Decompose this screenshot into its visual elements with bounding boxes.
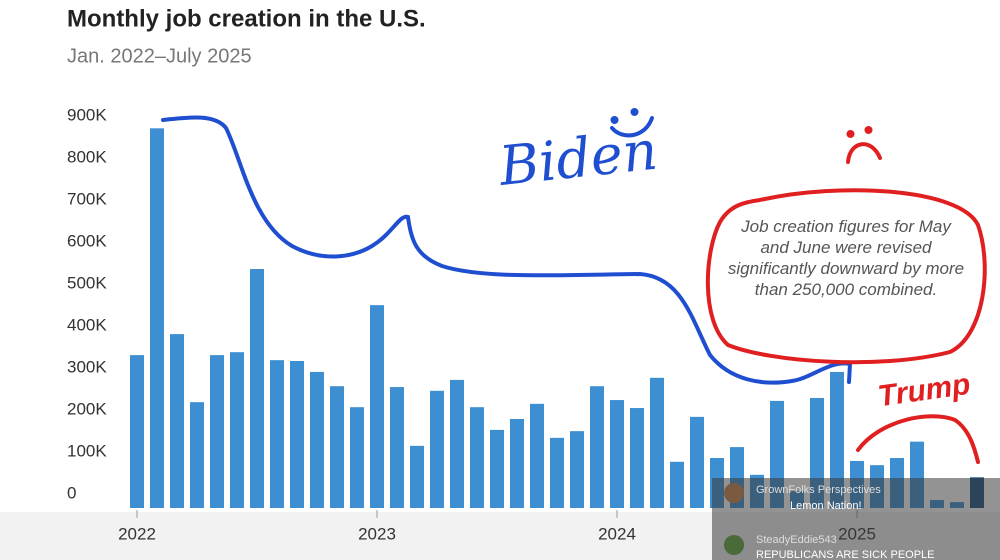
y-tick-label: 900K <box>67 105 107 124</box>
y-tick-label: 0 <box>67 483 76 502</box>
y-tick-label: 100K <box>67 441 107 460</box>
bar <box>130 355 144 508</box>
bar <box>690 416 704 508</box>
bar <box>290 361 304 508</box>
bar <box>550 437 564 508</box>
frown <box>846 126 882 164</box>
bar <box>190 402 204 508</box>
chat-message: REPUBLICANS ARE SICK PEOPLE <box>756 549 935 560</box>
y-tick-label: 500K <box>67 273 107 292</box>
bar <box>270 360 284 508</box>
bar <box>410 445 424 508</box>
x-tick-label: 2023 <box>358 524 396 543</box>
avatar <box>724 483 744 503</box>
bar <box>630 408 644 508</box>
y-tick-label: 800K <box>67 147 107 166</box>
bar <box>330 386 344 508</box>
bar <box>350 407 364 508</box>
bar <box>590 386 604 508</box>
bar <box>610 400 624 508</box>
y-tick-label: 400K <box>67 315 107 334</box>
bar <box>430 390 444 508</box>
chat-message: Lemon Nation! <box>790 500 862 512</box>
bar <box>310 371 324 508</box>
y-tick-label: 600K <box>67 231 107 250</box>
bar <box>490 429 504 508</box>
bar <box>470 407 484 508</box>
bar <box>450 379 464 508</box>
hand-curve <box>161 115 853 385</box>
y-tick-label: 700K <box>67 189 107 208</box>
note-box: Job creation figures for May and June we… <box>727 217 965 299</box>
plot-area: 0 100K 200K 300K 400K 500K 600K 700K 800K 900K 202… <box>67 105 984 543</box>
bar <box>830 371 844 508</box>
bar <box>570 431 584 508</box>
bar <box>170 334 184 508</box>
bar <box>210 355 224 508</box>
bar <box>670 461 684 508</box>
hand-arc <box>856 414 980 464</box>
hand-circle <box>705 188 987 365</box>
bar <box>230 352 244 508</box>
bar <box>250 269 264 508</box>
x-tick-label: 2022 <box>118 524 156 543</box>
avatar <box>724 535 744 555</box>
chart-subtitle: Jan. 2022–July 2025 <box>67 45 252 67</box>
bar <box>390 387 404 508</box>
note-text: Job creation figures for May and June we… <box>727 217 965 299</box>
y-tick-label: 200K <box>67 399 107 418</box>
bar <box>530 403 544 508</box>
bar <box>370 305 384 508</box>
chat-user: SteadyEddie543 <box>756 534 837 546</box>
chat-overlay <box>712 478 1000 560</box>
bar <box>650 377 664 508</box>
smiley <box>610 108 654 138</box>
bar <box>150 128 164 508</box>
chat-user: GrownFolks Perspectives <box>756 484 881 496</box>
y-tick-label: 300K <box>67 357 107 376</box>
bar <box>510 418 524 508</box>
x-tick-label: 2024 <box>598 524 636 543</box>
chart-title: Monthly job creation in the U.S. <box>67 5 426 32</box>
